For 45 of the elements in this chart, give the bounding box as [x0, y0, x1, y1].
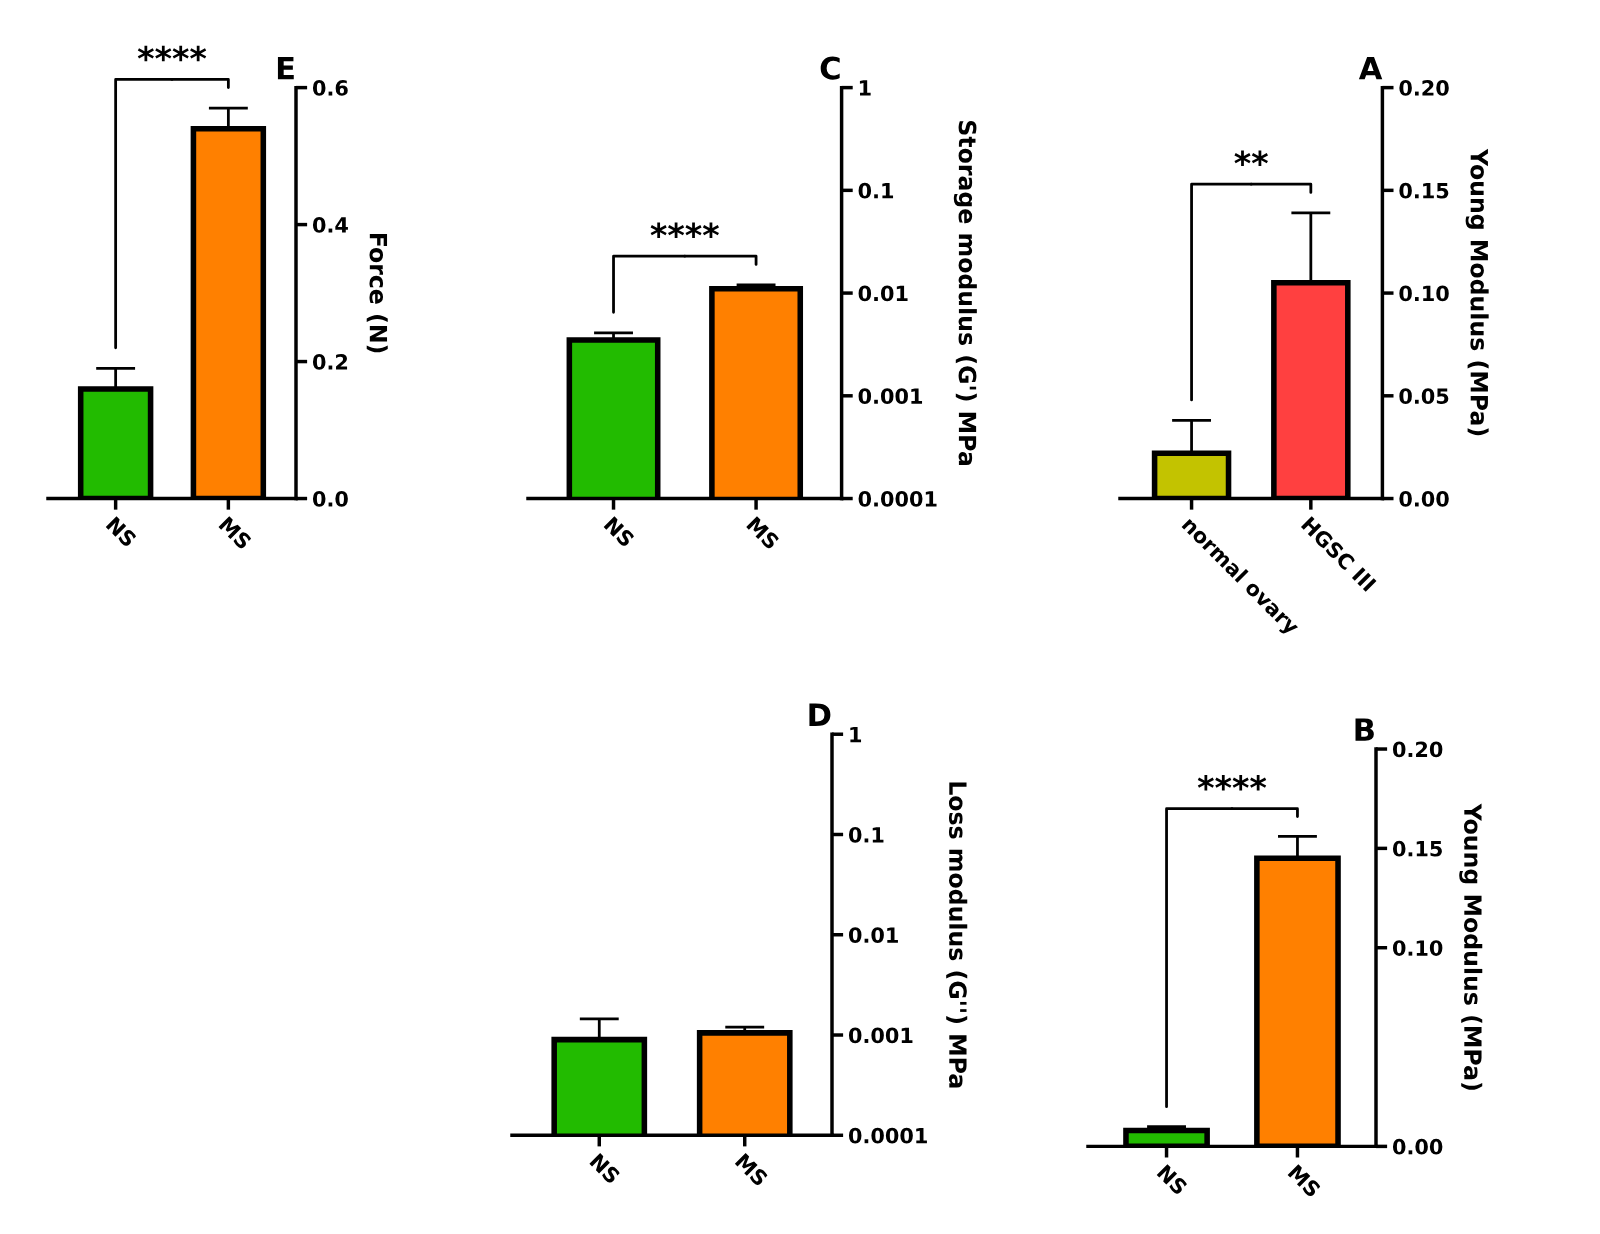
chart-title: C: [820, 56, 840, 80]
y-tick-label: 0.001: [848, 1027, 913, 1044]
y-tick-label: 0.2: [312, 354, 348, 370]
chart-title: D: [809, 703, 831, 726]
y-tick-label: 0.1: [858, 182, 894, 199]
y-tick-label: 0.6: [312, 80, 348, 96]
x-tick-label: NS: [603, 516, 636, 548]
y-tick-label: 1: [859, 80, 871, 96]
y-tick-label: 0.00: [1399, 490, 1449, 507]
y-axis-title: Loss modulus (G'') MPa: [946, 782, 968, 1088]
y-tick-label: 0.001: [858, 388, 923, 405]
annotation: **: [1234, 150, 1268, 166]
y-tick-label: 0.10: [1399, 285, 1449, 302]
y-tick-label: 0.0001: [848, 1127, 927, 1144]
y-axis-title: Young Modulus (MPa): [1459, 803, 1483, 1090]
chart-title: B: [1355, 718, 1374, 741]
x-tick-label: MS: [1287, 1163, 1322, 1198]
y-tick-label: 1: [850, 726, 862, 743]
x-tick-label: MS: [734, 1152, 769, 1187]
y-tick-label: 0.05: [1399, 388, 1449, 405]
y-tick-label: 0.15: [1399, 182, 1449, 199]
y-tick-label: 0.0001: [858, 490, 937, 507]
y-tick-label: 0.10: [1392, 940, 1443, 956]
y-tick-label: 0.01: [848, 927, 898, 943]
annotation: ****: [650, 222, 719, 238]
y-tick-label: 0.1: [848, 826, 884, 843]
x-tick-label: MS: [218, 516, 253, 551]
y-tick-label: 0.01: [858, 285, 908, 302]
y-tick-label: 0.15: [1392, 840, 1442, 857]
y-tick-label: 0.0: [312, 490, 348, 507]
y-axis-title: Storage modulus (G') MPa: [953, 121, 977, 465]
x-tick-label: NS: [589, 1152, 621, 1185]
y-tick-label: 0.20: [1399, 80, 1449, 96]
y-axis-title: Force (N): [366, 233, 388, 353]
text: ****: [137, 45, 207, 62]
x-tick-label: NS: [105, 516, 138, 548]
chart-title: E: [277, 57, 294, 80]
annotation: ****: [1197, 774, 1267, 791]
x-tick-label: MS: [746, 516, 780, 551]
y-tick-label: 0.20: [1392, 741, 1443, 758]
y-axis-title: Young Modulus (MPa): [1465, 148, 1489, 436]
y-tick-label: 0.00: [1392, 1138, 1443, 1155]
y-tick-label: 0.4: [312, 217, 348, 233]
x-tick-label: NS: [1156, 1163, 1189, 1196]
chart-title: A: [1358, 57, 1383, 80]
